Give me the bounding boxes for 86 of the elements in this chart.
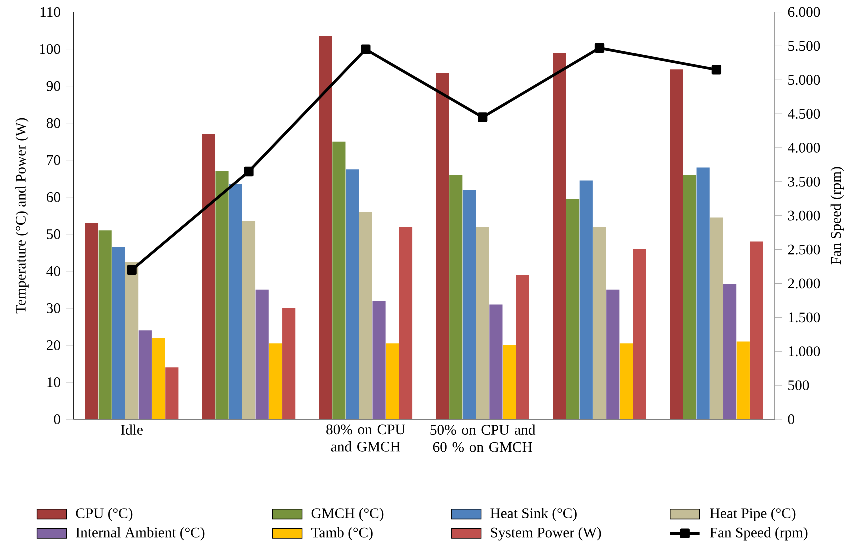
y-tick-label: 0 bbox=[54, 414, 60, 425]
legend-label: CPU (°C) bbox=[76, 508, 133, 522]
bar bbox=[332, 142, 346, 420]
point bbox=[478, 112, 488, 122]
y2-tick-label: 5.500 bbox=[788, 41, 820, 52]
bar bbox=[620, 344, 634, 420]
y2-tick-label: 4.500 bbox=[788, 109, 820, 120]
bar bbox=[750, 242, 764, 420]
x-tick-label: 50% on CPU and 60 % on GMCH bbox=[430, 424, 536, 452]
bar bbox=[319, 36, 332, 420]
bar bbox=[436, 73, 450, 420]
bar bbox=[606, 290, 620, 420]
y-tick-label: 50 bbox=[47, 230, 60, 240]
y-tick-label: 10 bbox=[48, 378, 60, 388]
legend-label: Heat Pipe (°C) bbox=[710, 508, 796, 522]
bar bbox=[372, 301, 386, 420]
bar bbox=[670, 70, 684, 420]
bar bbox=[346, 170, 360, 420]
y-tick-label: 20 bbox=[46, 340, 60, 351]
bar bbox=[112, 247, 126, 420]
point bbox=[594, 44, 605, 54]
y-tick-label: 100 bbox=[40, 44, 60, 54]
bar bbox=[696, 168, 710, 420]
bar bbox=[566, 199, 580, 420]
bar bbox=[710, 218, 724, 420]
legend-label: Heat Sink (°C) bbox=[490, 508, 577, 522]
y2-tick-label: 4.000 bbox=[788, 143, 820, 154]
y2-tick-label: 500 bbox=[788, 380, 810, 391]
bar bbox=[490, 304, 503, 420]
bar bbox=[399, 227, 413, 420]
bar bbox=[736, 342, 750, 420]
legend-label: Fan Speed (rpm) bbox=[710, 528, 808, 541]
bar bbox=[138, 330, 152, 420]
bar bbox=[282, 308, 296, 420]
point bbox=[127, 265, 137, 276]
y2-tick-label: 6.000 bbox=[788, 7, 820, 18]
bar bbox=[593, 227, 606, 420]
legend-label: System Power (W) bbox=[491, 528, 602, 541]
x-tick-label: Idle bbox=[121, 424, 143, 436]
point bbox=[361, 44, 371, 55]
bar bbox=[216, 172, 229, 420]
bar bbox=[359, 212, 372, 420]
bar bbox=[633, 249, 646, 420]
bar bbox=[476, 227, 490, 420]
bar bbox=[202, 134, 216, 420]
y2-tick-label: 2.500 bbox=[788, 244, 820, 255]
y-tick-label: 90 bbox=[46, 82, 60, 92]
bar bbox=[503, 346, 516, 420]
bar bbox=[724, 284, 737, 420]
bar bbox=[386, 344, 400, 420]
y-tick-label: 80 bbox=[46, 118, 60, 128]
y-tick-label: 110 bbox=[40, 7, 60, 18]
legend-label: Internal Ambient (°C) bbox=[76, 528, 205, 541]
bar bbox=[450, 175, 463, 420]
y-tick-label: 70 bbox=[47, 156, 60, 166]
y-tick-label: 60 bbox=[46, 192, 60, 202]
bar bbox=[242, 222, 256, 420]
bar bbox=[256, 290, 269, 420]
bar bbox=[683, 175, 697, 420]
bar bbox=[462, 190, 476, 420]
y2-tick-label: 1.500 bbox=[789, 312, 820, 323]
y2-tick-label: 2.000 bbox=[788, 278, 820, 289]
legend-label: Tamb (°C) bbox=[312, 528, 373, 541]
bar bbox=[98, 230, 112, 420]
point bbox=[712, 65, 722, 75]
y-tick-label: 40 bbox=[46, 266, 60, 276]
y2-tick-label: 1.000 bbox=[789, 346, 820, 357]
bar bbox=[166, 368, 179, 420]
y2-tick-label: 3.500 bbox=[788, 177, 820, 188]
bar bbox=[85, 223, 99, 420]
bar bbox=[516, 275, 530, 420]
bar bbox=[229, 184, 242, 420]
y2-tick-label: 5.000 bbox=[788, 75, 820, 86]
y-axis-title: Temperature (°C) and Power (W) bbox=[16, 118, 29, 314]
point bbox=[244, 167, 254, 177]
legend-label: GMCH (°C) bbox=[312, 508, 384, 522]
bar bbox=[553, 53, 566, 420]
x-tick-label: 80% on CPU and GMCH bbox=[326, 424, 406, 452]
y2-tick-label: 3.000 bbox=[788, 211, 820, 222]
bar bbox=[152, 338, 166, 420]
bar bbox=[580, 180, 593, 420]
y-tick-label: 30 bbox=[47, 304, 60, 314]
bar bbox=[126, 262, 139, 420]
y2-tick-label: 0 bbox=[788, 414, 795, 425]
bar bbox=[269, 344, 282, 420]
y2-axis-title: Fan Speed (rpm) bbox=[830, 167, 844, 265]
